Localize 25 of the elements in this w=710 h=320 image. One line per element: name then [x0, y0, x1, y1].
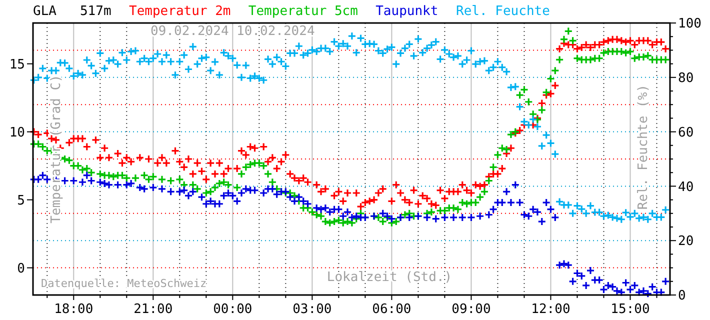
- y2-tick-label: 80: [678, 70, 694, 86]
- text: Taupunkt: [376, 4, 438, 19]
- x-tick-label: 00:00: [213, 302, 252, 317]
- y-tick-label: 15: [9, 57, 25, 72]
- text: Temperatur 2m: [129, 4, 231, 19]
- y-axis-title: Temperatur (Grad C): [49, 74, 64, 224]
- y2-tick-label: 0: [678, 288, 686, 304]
- text: Rel. Feuchte: [456, 4, 550, 19]
- y2-tick-label: 100: [678, 16, 702, 32]
- chart-title: GLA 517m: [33, 4, 112, 19]
- x-tick-label: 12:00: [531, 302, 570, 317]
- y-tick-label: 5: [17, 193, 25, 208]
- x-tick-label: 09:00: [452, 302, 491, 317]
- y-tick-label: 10: [9, 125, 25, 140]
- y2-tick-label: 60: [678, 125, 694, 140]
- y2-tick-label: 40: [678, 180, 694, 195]
- x-tick-label: 18:00: [54, 302, 94, 317]
- x-tick-label: 03:00: [292, 302, 332, 317]
- x-tick-label: 15:00: [610, 302, 650, 317]
- y2-tick-label: 20: [678, 234, 694, 250]
- text: Temperatur 5cm: [248, 4, 358, 19]
- y-tick-label: 0: [17, 261, 25, 276]
- y2-axis-title: Rel. Feuchte (%): [636, 84, 651, 210]
- x-tick-label: 21:00: [134, 302, 173, 317]
- x-tick-label: 06:00: [372, 302, 412, 317]
